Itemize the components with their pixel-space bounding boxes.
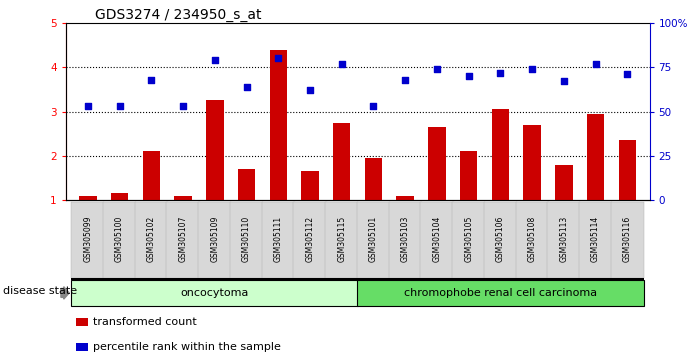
Bar (492, 109, 509, 200)
Bar (206, 101, 223, 200)
Bar (523, 125, 541, 200)
Text: GSM305107: GSM305107 (178, 216, 187, 262)
Point (305, 87, 316, 93)
Bar (238, 169, 255, 200)
Text: GSM305111: GSM305111 (274, 216, 283, 262)
Point (82, 103, 93, 109)
Bar (460, 152, 477, 200)
Text: GSM305102: GSM305102 (146, 216, 156, 262)
Bar (555, 165, 573, 200)
Text: GSM305116: GSM305116 (623, 216, 632, 262)
Text: GSM305101: GSM305101 (369, 216, 378, 262)
Text: chromophobe renal cell carcinoma: chromophobe renal cell carcinoma (404, 288, 597, 298)
Bar (397, 195, 414, 200)
Point (146, 77, 157, 82)
Text: GSM305104: GSM305104 (433, 216, 442, 262)
Bar (618, 140, 636, 200)
Point (178, 103, 189, 109)
Bar (301, 171, 319, 200)
Text: GDS3274 / 234950_s_at: GDS3274 / 234950_s_at (95, 8, 261, 22)
Point (337, 61, 348, 67)
Bar (269, 50, 287, 200)
Text: GSM305108: GSM305108 (528, 216, 537, 262)
Bar (333, 122, 350, 200)
Bar (365, 158, 382, 200)
Text: GSM305112: GSM305112 (305, 216, 314, 262)
Point (241, 84, 252, 90)
Point (114, 103, 125, 109)
Text: GSM305114: GSM305114 (591, 216, 600, 262)
Bar (111, 193, 129, 200)
Text: GSM305105: GSM305105 (464, 216, 473, 262)
Point (495, 70, 506, 75)
Text: transformed count: transformed count (93, 317, 197, 327)
Text: GSM305100: GSM305100 (115, 216, 124, 262)
Point (527, 66, 538, 72)
Text: GSM305113: GSM305113 (559, 216, 569, 262)
Point (558, 79, 569, 84)
Point (622, 72, 633, 77)
Text: disease state: disease state (3, 286, 77, 296)
Text: percentile rank within the sample: percentile rank within the sample (93, 342, 281, 352)
Text: GSM305109: GSM305109 (210, 216, 219, 262)
Point (399, 77, 410, 82)
Text: oncocytoma: oncocytoma (180, 288, 249, 298)
Bar (79, 195, 97, 200)
Bar (587, 114, 605, 200)
Text: GSM305106: GSM305106 (496, 216, 505, 262)
Point (431, 66, 442, 72)
Bar (142, 152, 160, 200)
Bar (174, 195, 192, 200)
Text: GSM305110: GSM305110 (242, 216, 251, 262)
Point (273, 56, 284, 61)
Text: GSM305099: GSM305099 (84, 216, 93, 262)
Point (463, 73, 474, 79)
Point (368, 103, 379, 109)
Text: GSM305103: GSM305103 (401, 216, 410, 262)
Text: GSM305115: GSM305115 (337, 216, 346, 262)
Point (590, 61, 601, 67)
Bar (428, 127, 446, 200)
Point (209, 57, 220, 63)
